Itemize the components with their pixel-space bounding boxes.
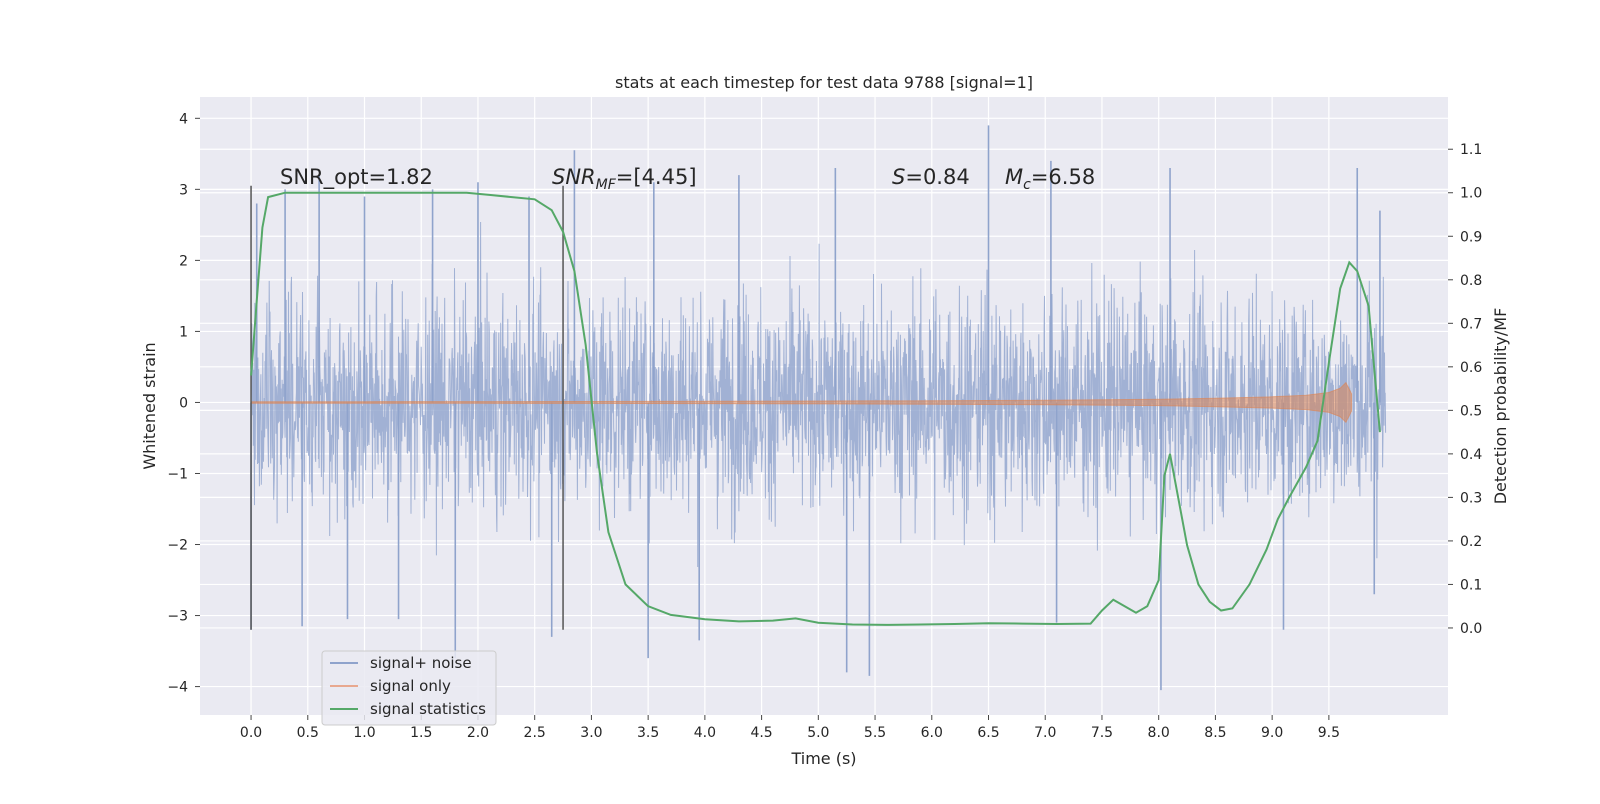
annotation-mc: Mc=6.58: [1005, 165, 1095, 193]
x-tick-label: 6.5: [977, 725, 999, 741]
annotation-s-prefix: S: [892, 165, 905, 189]
y-right-tick-label: 0.9: [1460, 229, 1482, 245]
x-tick-label: 5.5: [864, 725, 886, 741]
y-right-tick-label: 0.3: [1460, 490, 1482, 506]
y-axis-right-ticks: 1.1 1.0 0.9 0.8 0.7 0.6 0.5 0.4 0.3 0.2 0.1 0.0: [1448, 142, 1482, 637]
x-tick-label: 4.5: [750, 725, 772, 741]
legend-label-signal-statistics: signal statistics: [370, 700, 486, 718]
y-right-tick-label: 0.4: [1460, 447, 1482, 463]
y-right-tick-label: 0.8: [1460, 273, 1482, 289]
x-tick-label: 5.0: [807, 725, 829, 741]
y-left-tick-label: 0: [179, 395, 188, 411]
x-tick-label: 3.0: [580, 725, 602, 741]
x-tick-label: 0.5: [297, 725, 319, 741]
legend-label-signal-only: signal only: [370, 677, 451, 695]
signal-only-envelope: [250, 381, 1353, 424]
x-tick-label: 7.5: [1091, 725, 1113, 741]
noise-trace: [250, 221, 1387, 568]
legend-box: [321, 650, 497, 726]
y-left-tick-label: 4: [179, 111, 188, 127]
chart-title: stats at each timestep for test data 978…: [615, 73, 1033, 92]
x-tick-label: 1.5: [410, 725, 432, 741]
y-right-tick-label: 0.5: [1460, 403, 1482, 419]
annotation-mc-prefix: M: [1005, 165, 1023, 189]
annotation-snr-mf-value: =[4.45]: [616, 165, 697, 189]
x-tick-label: 2.5: [524, 725, 546, 741]
y-right-tick-label: 0.2: [1460, 534, 1482, 550]
y-right-tick-label: 0.6: [1460, 360, 1482, 376]
annotation-snr-mf-sub: MF: [596, 177, 617, 193]
x-tick-label: 6.0: [921, 725, 943, 741]
legend: signal+ noise signal only signal statist…: [321, 650, 497, 726]
x-tick-label: 8.0: [1148, 725, 1170, 741]
y-left-tick-label: 1: [179, 324, 188, 340]
annotation-snr-opt: SNR_opt=1.82: [280, 165, 433, 190]
x-tick-label: 8.5: [1204, 725, 1226, 741]
y-left-tick-label: 2: [179, 253, 188, 269]
y-right-tick-label: 1.1: [1460, 142, 1482, 158]
x-tick-label: 3.5: [637, 725, 659, 741]
y-axis-left-ticks: 4 3 2 1 0 −1 −2 −3 −4: [167, 111, 200, 696]
y-left-tick-label: −4: [167, 680, 188, 696]
annotation-snr-mf-prefix: SNR: [552, 165, 596, 189]
annotation-snr-mf: SNRMF=[4.45]: [552, 165, 697, 193]
x-axis-label: Time (s): [790, 749, 856, 768]
statistics-line: [250, 191, 1381, 626]
y-axis-right-label: Detection probability/MF: [1491, 308, 1510, 505]
annotation-s-value: =0.84: [905, 165, 969, 189]
y-right-tick-label: 0.1: [1460, 577, 1482, 593]
y-left-tick-label: −1: [167, 466, 188, 482]
y-left-tick-label: −2: [167, 538, 188, 554]
annotation-mc-value: =6.58: [1031, 165, 1095, 189]
y-right-tick-label: 1.0: [1460, 186, 1482, 202]
y-right-tick-label: 0.0: [1460, 621, 1482, 637]
x-tick-label: 4.0: [694, 725, 716, 741]
y-left-tick-label: −3: [167, 609, 188, 625]
x-axis-ticks: 0.0 0.5 1.0 1.5 2.0 2.5 3.0 3.5 4.0 4.5 5.0 5.5 6.0 6…: [240, 715, 1340, 741]
series-signal-only: [250, 381, 1353, 424]
x-tick-label: 9.5: [1318, 725, 1340, 741]
legend-label-signal-noise: signal+ noise: [370, 654, 472, 672]
marker-lines: [250, 185, 564, 630]
annotation-s: S=0.84: [892, 165, 970, 189]
x-tick-label: 2.0: [467, 725, 489, 741]
y-left-tick-label: 3: [179, 182, 188, 198]
x-tick-label: 0.0: [240, 725, 262, 741]
y-axis-left-label: Whitened strain: [140, 342, 159, 469]
series-signal-statistics: [250, 191, 1381, 626]
y-right-tick-label: 0.7: [1460, 316, 1482, 332]
x-tick-label: 9.0: [1261, 725, 1283, 741]
x-tick-label: 1.0: [353, 725, 375, 741]
x-tick-label: 7.0: [1034, 725, 1056, 741]
annotation-mc-sub: c: [1023, 177, 1031, 193]
